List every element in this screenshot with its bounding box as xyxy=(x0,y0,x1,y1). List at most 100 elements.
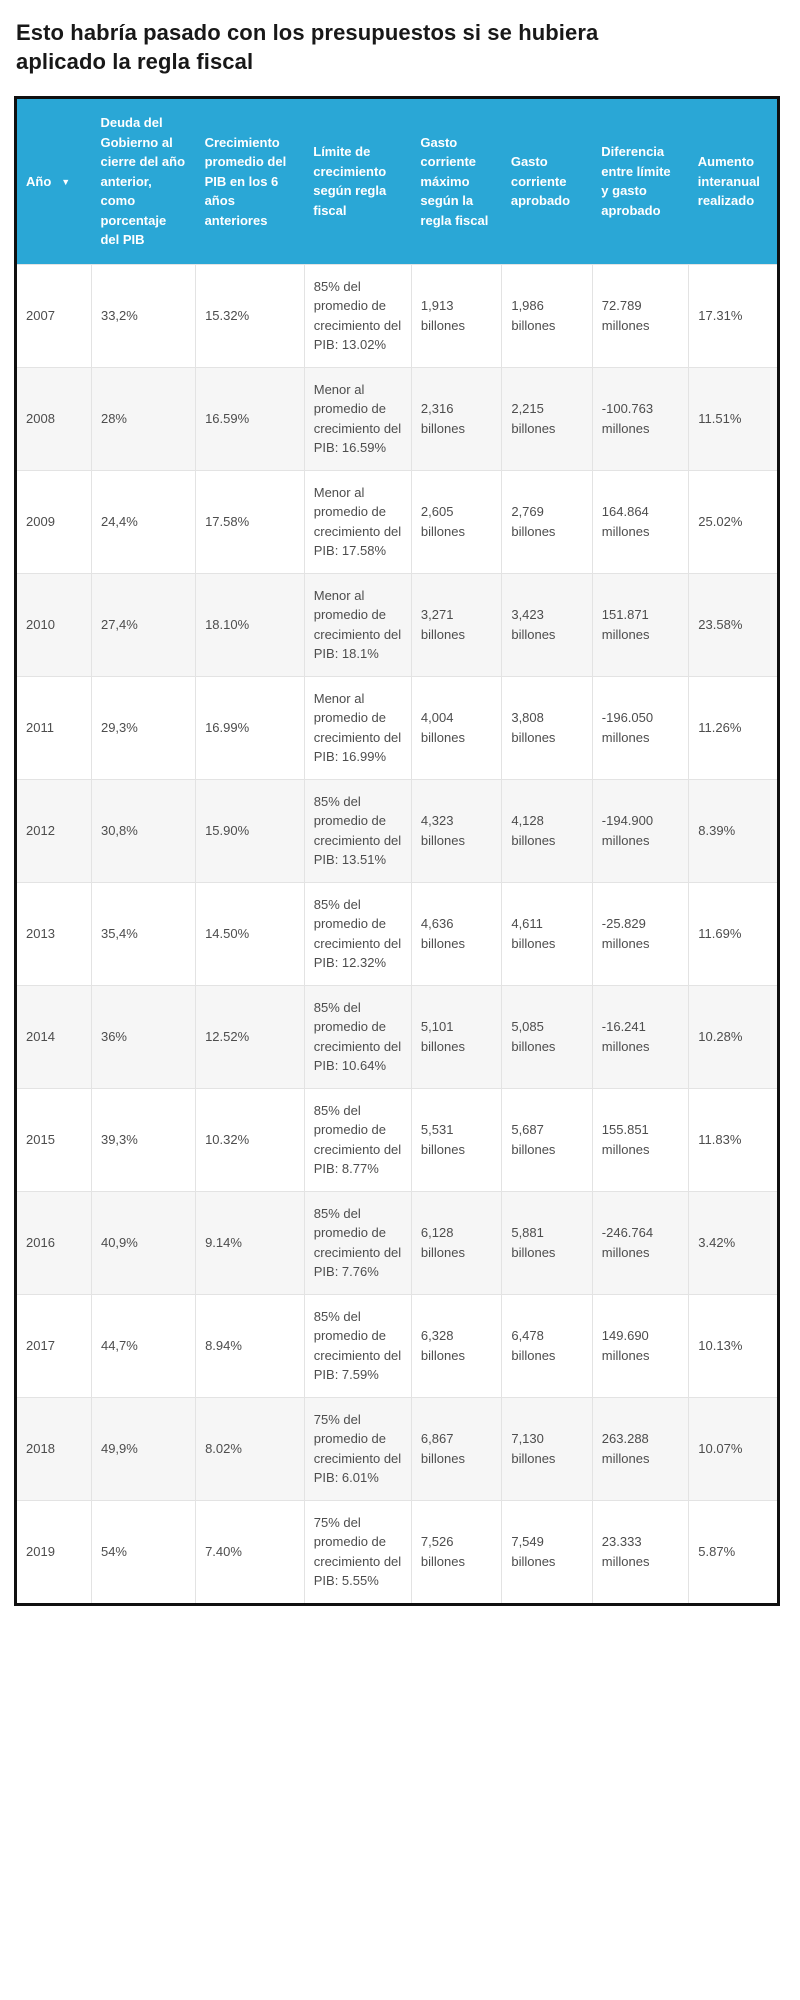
cell-diferencia: 151.871 millones xyxy=(591,572,689,677)
cell-deuda-pib: 44,7% xyxy=(90,1293,196,1398)
column-header-gasto-maximo[interactable]: Gasto corriente máximo según la regla fi… xyxy=(411,99,502,265)
cell-limite-regla: 85% del promedio de crecimiento del PIB:… xyxy=(303,263,412,368)
cell-crecimiento-promedio: 7.40% xyxy=(195,1499,305,1603)
cell-crecimiento-promedio: 14.50% xyxy=(195,881,305,986)
cell-gasto-aprobado: 4,128 billones xyxy=(501,778,593,883)
cell-ano: 2014 xyxy=(17,984,92,1089)
cell-aumento: 11.69% xyxy=(688,881,777,986)
table-row-2014: 2014 36% 12.52% 85% del promedio de crec… xyxy=(17,984,777,1089)
column-header-crecimiento-promedio[interactable]: Crecimiento promedio del PIB en los 6 añ… xyxy=(195,99,305,265)
cell-limite-regla: Menor al promedio de crecimiento del PIB… xyxy=(303,572,412,677)
cell-gasto-aprobado: 3,808 billones xyxy=(501,675,593,780)
cell-gasto-aprobado: 7,130 billones xyxy=(501,1396,593,1501)
cell-diferencia: 155.851 millones xyxy=(591,1087,689,1192)
cell-ano: 2016 xyxy=(17,1190,92,1295)
page: Esto habría pasado con los presupuestos … xyxy=(14,20,780,1606)
cell-crecimiento-promedio: 16.59% xyxy=(195,366,305,471)
column-header-limite-regla[interactable]: Límite de crecimiento según regla fiscal xyxy=(304,99,412,265)
cell-aumento: 11.83% xyxy=(688,1087,777,1192)
cell-deuda-pib: 28% xyxy=(90,366,196,471)
column-header-deuda-pib[interactable]: Deuda del Gobierno al cierre del año ant… xyxy=(91,99,196,265)
fiscal-rule-table: Año ▼ Deuda del Gobierno al cierre del añ… xyxy=(17,99,777,1603)
cell-gasto-maximo: 2,605 billones xyxy=(410,469,502,574)
cell-gasto-aprobado: 2,769 billones xyxy=(501,469,593,574)
cell-gasto-maximo: 4,004 billones xyxy=(410,675,502,780)
cell-gasto-aprobado: 2,215 billones xyxy=(501,366,593,471)
table-row-2009: 2009 24,4% 17.58% Menor al promedio de c… xyxy=(17,469,777,574)
cell-crecimiento-promedio: 10.32% xyxy=(195,1087,305,1192)
table-row-2013: 2013 35,4% 14.50% 85% del promedio de cr… xyxy=(17,881,777,986)
cell-ano: 2010 xyxy=(17,572,92,677)
page-title: Esto habría pasado con los presupuestos … xyxy=(16,20,599,75)
cell-diferencia: 263.288 millones xyxy=(591,1396,689,1501)
column-header-gasto-aprobado[interactable]: Gasto corriente aprobado xyxy=(501,99,593,265)
cell-deuda-pib: 33,2% xyxy=(90,263,196,368)
cell-aumento: 3.42% xyxy=(688,1190,777,1295)
column-header-aumento[interactable]: Aumento interanual realizado xyxy=(688,99,777,265)
cell-crecimiento-promedio: 15.90% xyxy=(195,778,305,883)
cell-ano: 2019 xyxy=(17,1499,92,1603)
cell-gasto-aprobado: 4,611 billones xyxy=(501,881,593,986)
cell-deuda-pib: 29,3% xyxy=(90,675,196,780)
cell-aumento: 11.51% xyxy=(688,366,777,471)
table-row-2007: 2007 33,2% 15.32% 85% del promedio de cr… xyxy=(17,263,777,368)
table-row-2019: 2019 54% 7.40% 75% del promedio de creci… xyxy=(17,1499,777,1603)
cell-deuda-pib: 40,9% xyxy=(90,1190,196,1295)
cell-deuda-pib: 49,9% xyxy=(90,1396,196,1501)
cell-limite-regla: 75% del promedio de crecimiento del PIB:… xyxy=(303,1499,412,1603)
cell-diferencia: 23.333 millones xyxy=(591,1499,689,1603)
cell-diferencia: -194.900 millones xyxy=(591,778,689,883)
cell-gasto-aprobado: 1,986 billones xyxy=(501,263,593,368)
cell-gasto-maximo: 3,271 billones xyxy=(410,572,502,677)
cell-aumento: 10.07% xyxy=(688,1396,777,1501)
cell-crecimiento-promedio: 8.02% xyxy=(195,1396,305,1501)
cell-gasto-maximo: 4,323 billones xyxy=(410,778,502,883)
cell-limite-regla: Menor al promedio de crecimiento del PIB… xyxy=(303,366,412,471)
cell-gasto-aprobado: 3,423 billones xyxy=(501,572,593,677)
cell-limite-regla: 85% del promedio de crecimiento del PIB:… xyxy=(303,1190,412,1295)
cell-limite-regla: 85% del promedio de crecimiento del PIB:… xyxy=(303,984,412,1089)
table-row-2018: 2018 49,9% 8.02% 75% del promedio de cre… xyxy=(17,1396,777,1501)
cell-aumento: 11.26% xyxy=(688,675,777,780)
cell-limite-regla: 85% del promedio de crecimiento del PIB:… xyxy=(303,881,412,986)
cell-ano: 2012 xyxy=(17,778,92,883)
cell-aumento: 8.39% xyxy=(688,778,777,883)
table-row-2008: 2008 28% 16.59% Menor al promedio de cre… xyxy=(17,366,777,471)
cell-limite-regla: 85% del promedio de crecimiento del PIB:… xyxy=(303,778,412,883)
cell-aumento: 23.58% xyxy=(688,572,777,677)
cell-crecimiento-promedio: 9.14% xyxy=(195,1190,305,1295)
cell-ano: 2017 xyxy=(17,1293,92,1398)
header-row: Año ▼ Deuda del Gobierno al cierre del añ… xyxy=(17,99,777,265)
cell-diferencia: -196.050 millones xyxy=(591,675,689,780)
cell-deuda-pib: 35,4% xyxy=(90,881,196,986)
cell-deuda-pib: 36% xyxy=(90,984,196,1089)
column-header-diferencia[interactable]: Diferencia entre límite y gasto aprobado xyxy=(592,99,689,265)
data-table-container: Año ▼ Deuda del Gobierno al cierre del añ… xyxy=(14,96,780,1606)
cell-gasto-aprobado: 5,687 billones xyxy=(501,1087,593,1192)
sort-descending-icon[interactable]: ▼ xyxy=(61,176,71,187)
cell-ano: 2009 xyxy=(17,469,92,574)
cell-gasto-aprobado: 5,881 billones xyxy=(501,1190,593,1295)
cell-aumento: 10.28% xyxy=(688,984,777,1089)
cell-gasto-maximo: 2,316 billones xyxy=(410,366,502,471)
cell-limite-regla: Menor al promedio de crecimiento del PIB… xyxy=(303,469,412,574)
cell-diferencia: 149.690 millones xyxy=(591,1293,689,1398)
cell-gasto-maximo: 4,636 billones xyxy=(410,881,502,986)
cell-gasto-maximo: 6,328 billones xyxy=(410,1293,502,1398)
column-header-ano-label: Año xyxy=(26,173,52,189)
cell-limite-regla: 85% del promedio de crecimiento del PIB:… xyxy=(303,1293,412,1398)
table-row-2016: 2016 40,9% 9.14% 85% del promedio de cre… xyxy=(17,1190,777,1295)
cell-aumento: 25.02% xyxy=(688,469,777,574)
cell-diferencia: -16.241 millones xyxy=(591,984,689,1089)
cell-limite-regla: Menor al promedio de crecimiento del PIB… xyxy=(303,675,412,780)
cell-gasto-maximo: 5,101 billones xyxy=(410,984,502,1089)
column-header-ano[interactable]: Año ▼ xyxy=(17,99,92,265)
cell-gasto-maximo: 5,531 billones xyxy=(410,1087,502,1192)
table-row-2017: 2017 44,7% 8.94% 85% del promedio de cre… xyxy=(17,1293,777,1398)
cell-gasto-maximo: 1,913 billones xyxy=(410,263,502,368)
cell-ano: 2018 xyxy=(17,1396,92,1501)
cell-diferencia: 72.789 millones xyxy=(591,263,689,368)
cell-aumento: 17.31% xyxy=(688,263,777,368)
cell-crecimiento-promedio: 18.10% xyxy=(195,572,305,677)
cell-gasto-maximo: 7,526 billones xyxy=(410,1499,502,1603)
